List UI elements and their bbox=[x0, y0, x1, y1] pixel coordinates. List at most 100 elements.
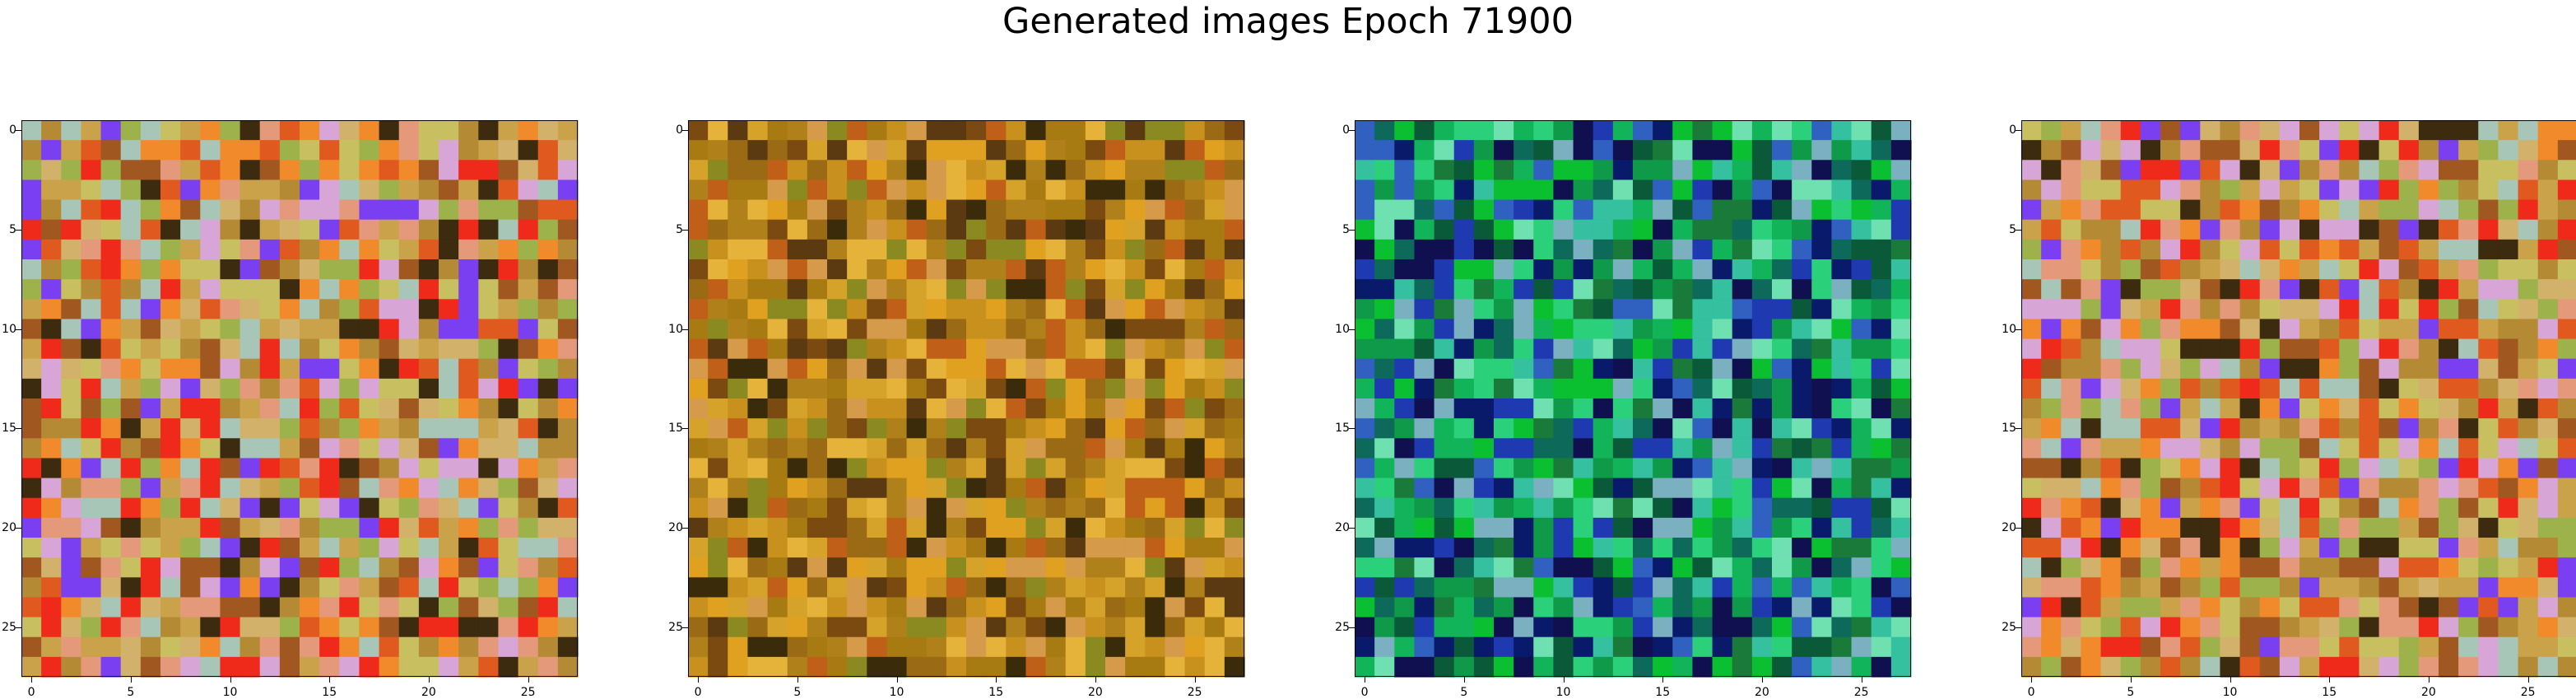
y-tick-mark bbox=[2016, 627, 2021, 628]
x-tick-label: 10 bbox=[222, 686, 238, 699]
y-tick-label: 15 bbox=[1335, 422, 1350, 436]
image-frame bbox=[2021, 120, 2576, 677]
x-tick-label: 25 bbox=[2520, 686, 2536, 699]
y-tick-label: 20 bbox=[1335, 520, 1350, 534]
x-tick-mark bbox=[329, 677, 331, 683]
x-tick-label: 25 bbox=[520, 686, 536, 699]
y-tick-mark bbox=[1349, 229, 1355, 231]
generated-image-2-pixels bbox=[688, 120, 1245, 678]
y-tick-label: 25 bbox=[1335, 620, 1350, 634]
generated-image-1-pixels bbox=[21, 120, 579, 678]
x-tick-label: 25 bbox=[1187, 686, 1202, 699]
y-tick-mark bbox=[1349, 627, 1355, 628]
y-tick-mark bbox=[16, 329, 21, 330]
generated-image-1: 0 5 10 15 20 25 0 5 10 15 20 25 bbox=[2, 120, 579, 698]
y-tick-label: 10 bbox=[1335, 322, 1350, 336]
y-tick-mark bbox=[16, 527, 21, 529]
y-tick-mark bbox=[1349, 329, 1355, 330]
x-tick-mark bbox=[1761, 677, 1763, 683]
generated-image-2: 0 5 10 15 20 25 0 5 10 15 20 25 bbox=[668, 120, 1245, 698]
x-tick-mark bbox=[230, 677, 231, 683]
y-tick-label: 25 bbox=[668, 620, 683, 634]
y-tick-mark bbox=[682, 527, 688, 529]
y-tick-mark bbox=[2016, 329, 2021, 330]
x-tick-label: 5 bbox=[127, 686, 135, 699]
x-tick-mark bbox=[31, 677, 33, 683]
y-tick-mark bbox=[1349, 428, 1355, 430]
y-tick-mark bbox=[16, 130, 21, 132]
x-tick-label: 15 bbox=[988, 686, 1004, 699]
x-tick-mark bbox=[2329, 677, 2331, 683]
y-tick-label: 0 bbox=[1342, 123, 1350, 137]
x-tick-label: 10 bbox=[1555, 686, 1571, 699]
y-tick-label: 25 bbox=[2002, 620, 2016, 634]
y-tick-mark bbox=[16, 627, 21, 628]
y-tick-label: 5 bbox=[676, 222, 683, 236]
x-tick-label: 25 bbox=[1853, 686, 1869, 699]
y-tick-label: 15 bbox=[2, 422, 16, 436]
x-tick-mark bbox=[1463, 677, 1465, 683]
x-tick-label: 0 bbox=[1360, 686, 1369, 699]
y-tick-mark bbox=[682, 329, 688, 330]
x-tick-label: 15 bbox=[322, 686, 337, 699]
y-tick-label: 20 bbox=[668, 520, 683, 534]
y-tick-mark bbox=[2016, 130, 2021, 132]
y-tick-label: 0 bbox=[9, 123, 16, 137]
image-frame bbox=[1355, 120, 1911, 677]
y-tick-label: 0 bbox=[676, 123, 683, 137]
x-tick-label: 20 bbox=[1088, 686, 1103, 699]
generated-image-4-pixels bbox=[2021, 120, 2576, 678]
y-tick-mark bbox=[2016, 229, 2021, 231]
y-tick-label: 20 bbox=[2, 520, 16, 534]
y-tick-mark bbox=[682, 428, 688, 430]
y-tick-label: 15 bbox=[2002, 422, 2016, 436]
generated-image-4: 0 5 10 15 20 25 0 5 10 15 20 25 bbox=[2002, 120, 2576, 698]
y-tick-label: 5 bbox=[2009, 222, 2016, 236]
x-tick-label: 20 bbox=[2421, 686, 2436, 699]
x-tick-mark bbox=[1095, 677, 1096, 683]
y-tick-label: 5 bbox=[9, 222, 16, 236]
image-frame bbox=[688, 120, 1244, 677]
x-tick-label: 15 bbox=[1655, 686, 1671, 699]
x-tick-label: 5 bbox=[1460, 686, 1468, 699]
y-tick-mark bbox=[682, 627, 688, 628]
generated-image-3: 0 5 10 15 20 25 0 5 10 15 20 25 bbox=[1335, 120, 1912, 698]
x-tick-label: 20 bbox=[1755, 686, 1769, 699]
x-tick-label: 20 bbox=[421, 686, 436, 699]
x-tick-label: 0 bbox=[694, 686, 702, 699]
y-tick-mark bbox=[2016, 527, 2021, 529]
x-tick-label: 10 bbox=[2222, 686, 2238, 699]
x-tick-mark bbox=[896, 677, 898, 683]
x-tick-mark bbox=[428, 677, 430, 683]
x-tick-mark bbox=[2428, 677, 2430, 683]
x-tick-label: 0 bbox=[27, 686, 35, 699]
x-tick-mark bbox=[2130, 677, 2132, 683]
y-tick-mark bbox=[16, 229, 21, 231]
x-tick-label: 10 bbox=[889, 686, 904, 699]
y-tick-label: 0 bbox=[2009, 123, 2016, 137]
x-tick-mark bbox=[2031, 677, 2033, 683]
y-tick-mark bbox=[2016, 428, 2021, 430]
y-tick-mark bbox=[682, 229, 688, 231]
x-tick-label: 15 bbox=[2322, 686, 2337, 699]
y-tick-mark bbox=[1349, 527, 1355, 529]
y-tick-label: 5 bbox=[1342, 222, 1350, 236]
y-tick-label: 15 bbox=[668, 422, 683, 436]
image-frame bbox=[21, 120, 578, 677]
y-tick-label: 20 bbox=[2002, 520, 2016, 534]
x-tick-mark bbox=[1662, 677, 1664, 683]
x-tick-mark bbox=[1194, 677, 1196, 683]
y-tick-label: 10 bbox=[2002, 322, 2016, 336]
x-tick-mark bbox=[2527, 677, 2529, 683]
x-tick-mark bbox=[996, 677, 997, 683]
x-tick-label: 5 bbox=[793, 686, 802, 699]
x-tick-mark bbox=[698, 677, 700, 683]
x-tick-mark bbox=[130, 677, 132, 683]
x-tick-mark bbox=[528, 677, 529, 683]
x-tick-label: 0 bbox=[2027, 686, 2035, 699]
y-tick-mark bbox=[16, 428, 21, 430]
x-tick-mark bbox=[1563, 677, 1565, 683]
y-tick-mark bbox=[1349, 130, 1355, 132]
y-tick-label: 10 bbox=[2, 322, 16, 336]
x-tick-mark bbox=[797, 677, 798, 683]
